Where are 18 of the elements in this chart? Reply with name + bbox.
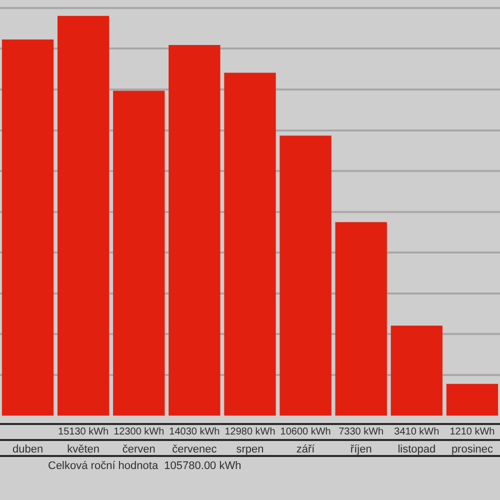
- x-tick-label: prosinec: [451, 443, 494, 456]
- data-label: 7330 kWh: [338, 426, 384, 438]
- data-label: 10600 kWh: [280, 426, 331, 438]
- x-tick-label: květen: [67, 443, 100, 456]
- x-tick-label: listopad: [398, 443, 436, 456]
- x-tick-label: srpen: [236, 443, 264, 456]
- x-tick-label: duben: [12, 443, 44, 456]
- data-label: 14030 kWh: [169, 426, 220, 438]
- x-tick-label: říjen: [350, 443, 372, 456]
- data-label: 1210 kWh: [450, 426, 495, 438]
- data-label: 3410 kWh: [394, 426, 440, 438]
- x-tick-label: září: [296, 443, 316, 456]
- data-label: 12300 kWh: [114, 426, 164, 438]
- text: Celková roční hodnota 105780.00 kWh: [48, 460, 242, 472]
- x-tick-label: červen: [122, 443, 156, 456]
- data-label: 12980 kWh: [224, 426, 276, 438]
- data-label: 15130 kWh: [58, 426, 109, 438]
- x-tick-label: červenec: [172, 443, 218, 456]
